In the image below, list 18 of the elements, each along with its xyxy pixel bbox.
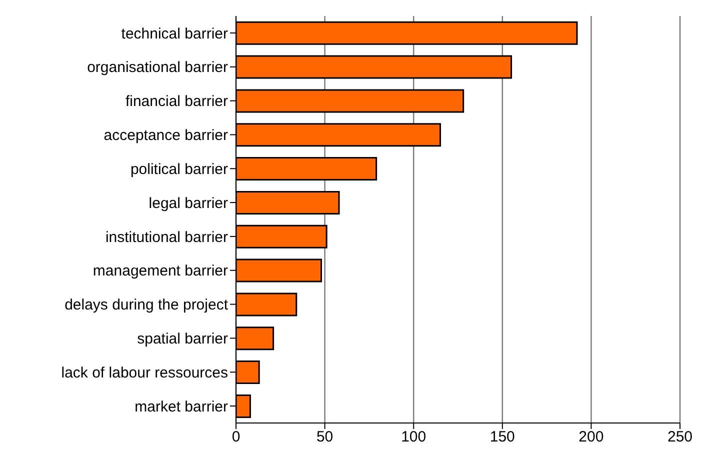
y-tick-label: technical barrier xyxy=(121,25,228,42)
y-tick-label: institutional barrier xyxy=(105,228,228,246)
y-tick-label: lack of labour ressources xyxy=(61,364,228,382)
y-tick-label: management barrier xyxy=(92,262,228,280)
x-tick-label: 250 xyxy=(667,428,693,446)
y-tick-label: spatial barrier xyxy=(137,330,228,348)
y-tick-label: acceptance barrier xyxy=(104,127,228,144)
x-tick-label: 100 xyxy=(401,428,426,446)
x-tick-label: 150 xyxy=(490,428,515,446)
x-tick-label: 200 xyxy=(578,428,604,446)
y-tick-label: political barrier xyxy=(130,160,228,178)
x-tick-label: 50 xyxy=(316,428,334,446)
y-tick-label: financial barrier xyxy=(125,93,228,110)
y-tick-label: market barrier xyxy=(134,398,228,416)
y-tick-label: delays during the project xyxy=(64,296,229,314)
y-tick-label: organisational barrier xyxy=(87,59,228,76)
x-tick-label: 0 xyxy=(232,428,240,446)
y-tick-label: legal barrier xyxy=(148,194,228,212)
